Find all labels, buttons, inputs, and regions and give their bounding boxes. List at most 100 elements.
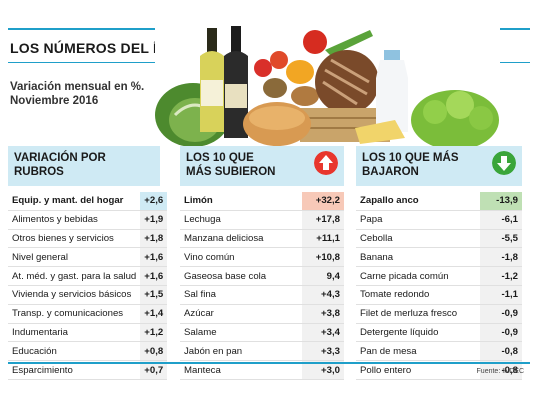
row-value: +32,2	[302, 192, 344, 211]
row-label: Limón	[180, 192, 302, 211]
table-row: Zapallo anco -13,9	[356, 192, 522, 211]
row-label: Salame	[180, 323, 302, 343]
row-label: Cebolla	[356, 229, 480, 249]
row-label: Vivienda y servicios básicos	[8, 285, 141, 305]
row-value: -1,1	[480, 285, 522, 305]
table-subieron: Limón +32,2 Lechuga +17,8 Manzana deliciosa +…	[180, 192, 344, 380]
row-value: +3,3	[302, 341, 344, 362]
table-row: Carne picada común -1,2	[356, 266, 522, 286]
row-label: Alimentos y bebidas	[8, 210, 141, 230]
subtitle: Variación mensual en %. Noviembre 2016	[10, 81, 145, 107]
row-label: Pan de mesa	[356, 341, 480, 362]
row-label: Educación	[8, 341, 141, 362]
table-row: Nivel general +1,6	[8, 247, 168, 268]
row-value: +2,6	[140, 192, 168, 211]
table-row: Limón +32,2	[180, 192, 344, 211]
table-row: Banana -1,8	[356, 247, 522, 268]
row-value: +1,6	[140, 266, 168, 286]
bottom-rule	[8, 362, 530, 364]
row-label: Papa	[356, 210, 480, 230]
row-value: +3,8	[302, 304, 344, 324]
table-row: Filet de merluza fresco -0,9	[356, 304, 522, 324]
row-value: -0,9	[480, 323, 522, 343]
table-row: Detergente líquido -0,9	[356, 323, 522, 343]
table-row: Gaseosa base cola 9,4	[180, 266, 344, 286]
row-label: Gaseosa base cola	[180, 266, 302, 286]
table-row: Pan de mesa -0,8	[356, 341, 522, 362]
row-value: -0,9	[480, 304, 522, 324]
table-row: Tomate redondo -1,1	[356, 285, 522, 305]
row-label: Detergente líquido	[356, 323, 480, 343]
row-value: -1,8	[480, 247, 522, 268]
page-title: LOS NÚMEROS DEL ÍNDICE	[10, 40, 202, 56]
table-row: Manteca +3,0	[180, 360, 344, 380]
header-bajaron-title: LOS 10 QUE MÁS BAJARON	[362, 152, 459, 178]
row-value: +11,1	[302, 229, 344, 249]
row-label: Banana	[356, 247, 480, 268]
table-row: Transp. y comunicaciones +1,4	[8, 304, 168, 324]
header-bajaron: LOS 10 QUE MÁS BAJARON	[356, 146, 522, 186]
table-row: Vino común +10,8	[180, 247, 344, 268]
row-label: Carne picada común	[356, 266, 480, 286]
table-bajaron: Zapallo anco -13,9 Papa -6,1 Cebolla -5,5 Bana…	[356, 192, 522, 380]
row-value: -0,8	[480, 360, 522, 380]
header-subieron: LOS 10 QUE MÁS SUBIERON	[180, 146, 344, 186]
row-value: -13,9	[480, 192, 522, 211]
row-label: Vino común	[180, 247, 302, 268]
row-value: +0,8	[140, 341, 168, 362]
row-label: Filet de merluza fresco	[356, 304, 480, 324]
table-row: Esparcimiento +0,7	[8, 360, 168, 380]
row-value: 9,4	[302, 266, 344, 286]
row-value: +1,2	[140, 323, 168, 343]
row-value: +1,4	[140, 304, 168, 324]
row-value: +1,5	[140, 285, 168, 305]
row-label: Lechuga	[180, 210, 302, 230]
row-label: Manteca	[180, 360, 302, 380]
header-rubros: VARIACIÓN POR RUBROS	[8, 146, 160, 186]
row-label: Equip. y mant. del hogar	[8, 192, 141, 211]
table-row: Equip. y mant. del hogar +2,6	[8, 192, 168, 211]
row-label: Manzana deliciosa	[180, 229, 302, 249]
table-row: Azúcar +3,8	[180, 304, 344, 324]
row-label: Transp. y comunicaciones	[8, 304, 141, 324]
table-row: Manzana deliciosa +11,1	[180, 229, 344, 249]
table-row: Cebolla -5,5	[356, 229, 522, 249]
header-rubros-title: VARIACIÓN POR RUBROS	[14, 152, 106, 178]
row-value: +3,0	[302, 360, 344, 380]
table-row: Vivienda y servicios básicos +1,5	[8, 285, 168, 305]
row-value: +4,3	[302, 285, 344, 305]
row-value: -1,2	[480, 266, 522, 286]
source-note: Fuente: INDEC	[476, 368, 524, 375]
row-value: +3,4	[302, 323, 344, 343]
row-value: +1,9	[140, 210, 168, 230]
header-subieron-title: LOS 10 QUE MÁS SUBIERON	[186, 152, 276, 178]
row-value: -5,5	[480, 229, 522, 249]
row-value: +0,7	[140, 360, 168, 380]
table-row: Salame +3,4	[180, 323, 344, 343]
row-label: Pollo entero	[356, 360, 480, 380]
table-row: Educación +0,8	[8, 341, 168, 362]
up-arrow-icon	[314, 151, 338, 175]
row-value: +1,8	[140, 229, 168, 249]
row-value: -0,8	[480, 341, 522, 362]
table-row: Pollo entero -0,8	[356, 360, 522, 380]
table-row: Papa -6,1	[356, 210, 522, 230]
table-row: At. méd. y gast. para la salud +1,6	[8, 266, 168, 286]
row-value: +17,8	[302, 210, 344, 230]
table-row: Indumentaria +1,2	[8, 323, 168, 343]
table-rubros: Equip. y mant. del hogar +2,6 Alimentos y …	[8, 192, 168, 380]
down-arrow-icon	[492, 151, 516, 175]
row-label: Esparcimiento	[8, 360, 141, 380]
row-label: Azúcar	[180, 304, 302, 324]
row-label: Tomate redondo	[356, 285, 480, 305]
row-label: Indumentaria	[8, 323, 141, 343]
table-row: Sal fina +4,3	[180, 285, 344, 305]
row-label: Zapallo anco	[356, 192, 480, 211]
food-illustration	[155, 20, 500, 148]
table-row: Otros bienes y servicios +1,8	[8, 229, 168, 249]
row-value: -6,1	[480, 210, 522, 230]
row-value: +1,6	[140, 247, 168, 268]
table-row: Alimentos y bebidas +1,9	[8, 210, 168, 230]
row-label: At. méd. y gast. para la salud	[8, 266, 141, 286]
row-label: Jabón en pan	[180, 341, 302, 362]
